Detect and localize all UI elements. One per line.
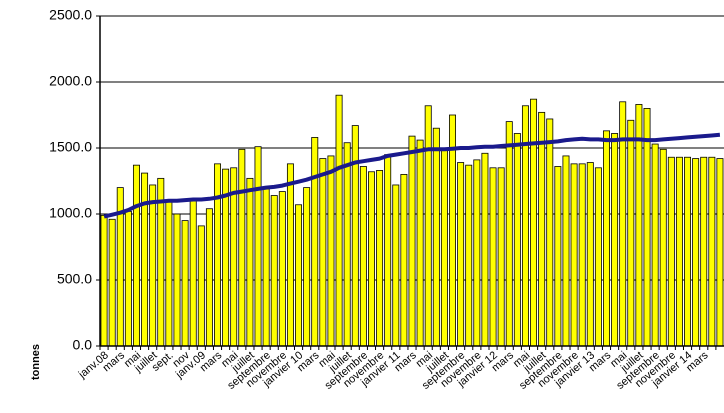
bar [513,133,521,347]
y-tick-label: 0.0 [73,337,93,353]
bar [546,118,554,347]
bar [489,167,497,347]
bar [716,158,724,347]
bar [359,166,367,347]
bar [554,166,562,347]
bar [424,105,432,347]
bar [408,135,416,347]
bar [189,200,197,347]
bar [124,210,132,347]
bar [205,208,213,347]
line [103,132,721,219]
bar [262,188,270,347]
bar [692,158,700,347]
bar [627,119,635,347]
bar [497,167,505,347]
y-tick-label: 1000.0 [49,205,92,221]
bar [278,191,286,347]
bar [400,173,408,347]
y-tick-label: 2000.0 [49,73,92,89]
bar [132,164,140,347]
bar [100,214,108,347]
bar [473,159,481,347]
bar [530,98,538,347]
bar [675,156,683,347]
bar [457,162,465,347]
bar [465,164,473,347]
bar [141,172,149,347]
bar [416,139,424,347]
bar [659,148,667,347]
bar [238,148,246,347]
bar [108,218,116,347]
bar [392,184,400,347]
bar [570,163,578,347]
bar [611,133,619,347]
bar [594,167,602,347]
bar [432,127,440,347]
bar [651,143,659,347]
bar [351,125,359,347]
bar [343,142,351,347]
y-tick-label: 2500.0 [49,7,92,23]
bar [173,213,181,347]
bar [521,105,529,347]
bar [505,121,513,347]
bar [643,108,651,347]
bar [481,152,489,347]
y-tick-label: 500.0 [57,271,92,287]
bar [578,163,586,347]
bar [319,158,327,347]
bar [562,155,570,347]
bar [181,220,189,347]
bar [254,146,262,347]
y-axis-label: tonnes [30,344,42,380]
bar [295,204,303,347]
bar [311,137,319,347]
bar [246,177,254,347]
bar [270,195,278,347]
bar [376,170,384,347]
bar [603,130,610,347]
bar [586,162,594,347]
bar [384,154,392,347]
bar [440,150,448,347]
bar [165,200,173,347]
bar [538,111,546,347]
bar [286,163,294,347]
bar [197,225,205,347]
bar [214,163,221,347]
y-tick-label: 1500.0 [49,139,92,155]
bar [327,155,335,347]
bar [667,156,675,347]
bar [684,156,692,347]
bar [700,156,708,347]
bar [708,156,716,347]
bar [335,94,343,347]
bar [149,184,157,347]
bar [368,171,375,347]
bar [303,187,311,347]
